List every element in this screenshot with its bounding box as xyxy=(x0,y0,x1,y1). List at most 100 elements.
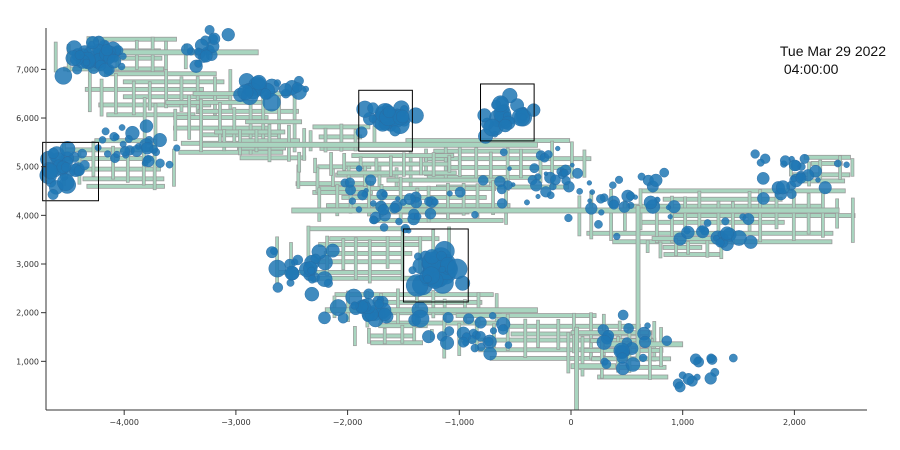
data-point xyxy=(625,191,635,201)
road-segment xyxy=(329,236,440,242)
data-point xyxy=(139,119,154,133)
data-point xyxy=(61,162,72,173)
road-segment xyxy=(523,318,528,358)
road-segment xyxy=(232,107,237,144)
x-axis-ticks: −4,000 −3,000 −2,000 −1,000 0 1,000 2,000 xyxy=(109,410,806,427)
data-point xyxy=(165,160,174,169)
y-tick-label: 4,000 xyxy=(16,211,39,220)
data-point xyxy=(457,336,469,348)
data-point xyxy=(325,243,340,258)
timestamp-label: Tue Mar 29 2022 04:00:00 xyxy=(780,42,886,78)
data-point xyxy=(395,109,410,124)
data-point xyxy=(363,288,375,300)
road-segment xyxy=(556,318,561,350)
road-segment xyxy=(53,41,58,73)
data-point xyxy=(221,28,235,42)
road-segment xyxy=(570,141,574,179)
road-segment xyxy=(382,328,387,345)
data-point xyxy=(369,215,378,225)
road-segment xyxy=(297,151,302,173)
data-point xyxy=(47,189,59,200)
data-point xyxy=(704,372,717,385)
data-point xyxy=(413,212,422,221)
road-network-layer xyxy=(53,36,856,411)
data-point xyxy=(113,150,121,159)
data-point xyxy=(374,299,384,309)
data-point xyxy=(348,197,357,205)
road-segment xyxy=(810,161,843,166)
road-segment xyxy=(491,180,495,215)
data-point xyxy=(383,105,396,119)
road-segment xyxy=(461,183,466,216)
road-segment xyxy=(586,230,834,236)
data-point xyxy=(540,186,552,198)
road-segment xyxy=(295,181,375,187)
data-point xyxy=(833,159,842,168)
data-point xyxy=(601,359,612,369)
data-point xyxy=(544,150,553,159)
data-point xyxy=(424,207,437,220)
data-point xyxy=(779,155,791,166)
data-point xyxy=(106,54,122,69)
road-segment xyxy=(609,188,613,241)
data-point xyxy=(307,275,317,284)
data-point xyxy=(788,159,801,172)
data-point xyxy=(555,145,561,152)
data-point xyxy=(109,132,119,142)
data-point xyxy=(729,353,738,363)
y-tick-label: 5,000 xyxy=(16,163,39,172)
data-point xyxy=(411,309,430,328)
road-segment xyxy=(122,79,225,85)
data-point xyxy=(649,173,663,187)
data-point xyxy=(681,225,695,240)
road-segment xyxy=(645,239,650,253)
data-point xyxy=(268,259,287,278)
road-segment xyxy=(806,193,811,235)
data-point xyxy=(609,181,617,189)
data-point xyxy=(706,353,716,363)
data-point xyxy=(615,175,624,184)
data-point xyxy=(625,357,641,372)
road-segment xyxy=(658,241,663,259)
data-point xyxy=(118,124,126,131)
y-tick-label: 7,000 xyxy=(16,65,39,74)
data-point xyxy=(100,44,113,57)
data-point xyxy=(438,265,446,273)
road-segment xyxy=(179,76,184,112)
data-point xyxy=(616,352,628,364)
data-point xyxy=(357,189,368,201)
road-segment xyxy=(402,152,406,177)
axes: −4,000 −3,000 −2,000 −1,000 0 1,000 2,000 1,00… xyxy=(16,28,867,427)
road-segment xyxy=(431,290,436,319)
road-segment xyxy=(84,86,204,92)
road-corridor xyxy=(574,326,579,411)
data-point xyxy=(42,163,59,180)
data-point xyxy=(608,199,619,210)
road-segment xyxy=(536,319,540,348)
data-point xyxy=(529,163,540,174)
road-segment xyxy=(342,153,347,171)
road-segment xyxy=(214,129,286,135)
highlight-box xyxy=(358,89,413,152)
road-segment xyxy=(374,158,379,172)
data-point xyxy=(291,82,303,93)
road-segment xyxy=(705,240,710,258)
data-point xyxy=(446,190,453,197)
road-segment xyxy=(353,326,357,347)
data-point xyxy=(408,266,417,275)
data-point xyxy=(756,158,765,167)
road-segment xyxy=(341,238,346,271)
data-point xyxy=(444,326,455,337)
data-point xyxy=(272,282,284,293)
road-segment xyxy=(589,312,593,360)
data-point xyxy=(477,108,492,123)
road-segment xyxy=(640,188,846,194)
highlight-box xyxy=(480,83,535,142)
road-segment xyxy=(758,189,763,243)
data-point xyxy=(316,271,333,287)
road-segment xyxy=(455,313,597,318)
road-corridor xyxy=(570,363,617,370)
data-point xyxy=(467,335,477,345)
x-tick-label: −2,000 xyxy=(333,418,363,427)
data-point xyxy=(379,223,389,232)
